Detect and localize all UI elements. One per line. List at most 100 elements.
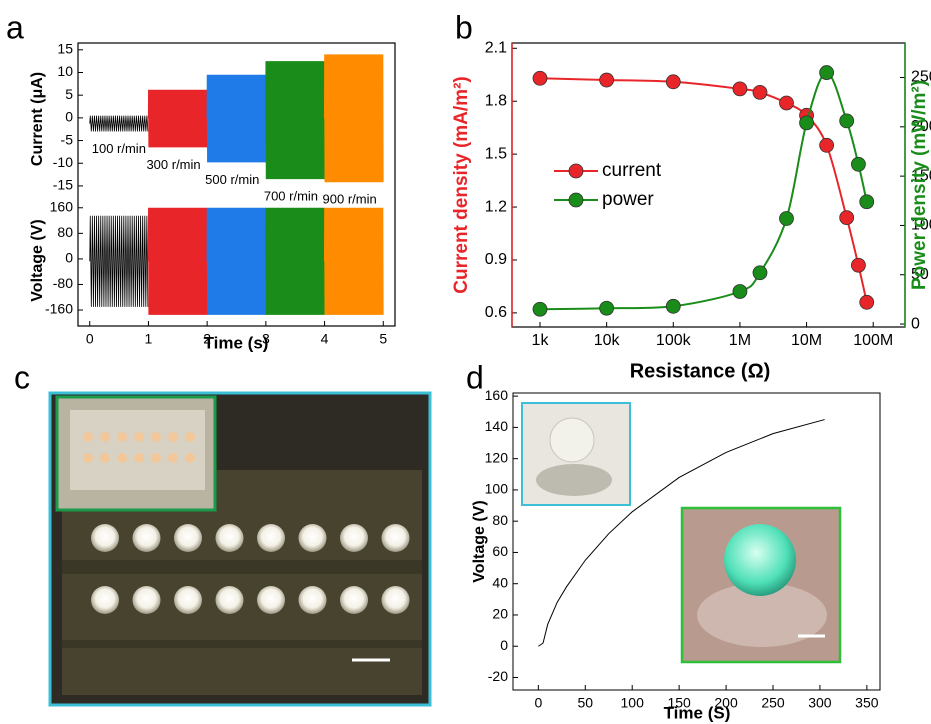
x-axis-label: Time (s) bbox=[204, 333, 269, 352]
led-array bbox=[83, 432, 410, 614]
led bbox=[91, 524, 119, 552]
y2-tick-label: 150 bbox=[911, 167, 931, 184]
inset-led bbox=[117, 432, 127, 442]
y2-tick-label: 50 bbox=[911, 266, 929, 283]
x-tick-label: 200 bbox=[714, 695, 738, 711]
waveform bbox=[265, 61, 325, 180]
waveform bbox=[265, 207, 325, 315]
x-tick-label: 1k bbox=[532, 332, 550, 349]
point bbox=[851, 257, 866, 273]
inset-led bbox=[100, 432, 110, 442]
x-tick-label: 350 bbox=[855, 695, 879, 711]
panel-letter: b bbox=[455, 9, 473, 45]
inset-led bbox=[117, 453, 127, 463]
inset-led bbox=[83, 432, 93, 442]
y-tick-label: -15 bbox=[53, 177, 73, 193]
y-tick-label: 0 bbox=[65, 250, 73, 266]
y-tick-label: 0 bbox=[500, 637, 508, 653]
x-tick-label: 1M bbox=[729, 332, 751, 349]
y-tick-label: -80 bbox=[53, 275, 73, 291]
point bbox=[532, 70, 548, 86]
x-tick-label: 0 bbox=[534, 695, 542, 711]
y-tick-label: 0.6 bbox=[485, 304, 507, 321]
y-tick-label: 80 bbox=[57, 224, 73, 240]
led bbox=[91, 586, 119, 614]
point bbox=[665, 74, 681, 90]
x-tick-label: 250 bbox=[761, 695, 785, 711]
y2-tick-label: 100 bbox=[911, 217, 931, 234]
y-tick-label: 100 bbox=[485, 481, 509, 497]
fit-line bbox=[539, 77, 868, 303]
plot-frame bbox=[512, 392, 881, 691]
x-tick-label: 50 bbox=[577, 695, 593, 711]
waveform bbox=[324, 54, 384, 183]
legend-marker bbox=[568, 192, 584, 208]
y-tick-label: 10 bbox=[57, 63, 73, 79]
inset-led bbox=[185, 453, 195, 463]
inset-led bbox=[134, 432, 144, 442]
x-tick-label: 5 bbox=[379, 331, 387, 347]
legend-label: power bbox=[602, 189, 654, 210]
inset-photos-d bbox=[521, 402, 842, 664]
led bbox=[132, 524, 161, 552]
segment-label: 100 r/min bbox=[92, 141, 146, 156]
point bbox=[839, 210, 855, 226]
y-tick-label: 5 bbox=[65, 86, 73, 102]
led bbox=[340, 586, 368, 614]
breadboard-gap bbox=[62, 640, 422, 648]
point bbox=[599, 72, 615, 88]
panel-letter: c bbox=[14, 359, 30, 395]
x-tick-label: 1 bbox=[145, 331, 153, 347]
point bbox=[752, 265, 768, 281]
segment-label: 500 r/min bbox=[205, 172, 259, 187]
point bbox=[732, 81, 748, 97]
y-tick-label: 80 bbox=[492, 512, 508, 528]
y-tick-label: 60 bbox=[492, 543, 508, 559]
x-axis-label: Resistance (Ω) bbox=[630, 360, 771, 382]
point bbox=[752, 84, 768, 100]
led bbox=[340, 524, 368, 552]
y-tick-label: 160 bbox=[50, 198, 74, 214]
panel-letter: d bbox=[466, 359, 484, 395]
inset-led bbox=[151, 432, 161, 442]
x-tick-label: 150 bbox=[667, 695, 691, 711]
waveform bbox=[147, 89, 208, 148]
y-tick-label: 40 bbox=[492, 574, 508, 590]
led bbox=[132, 586, 161, 614]
y-tick-label: 140 bbox=[485, 418, 509, 434]
waveform bbox=[324, 207, 384, 315]
fit-line bbox=[539, 71, 868, 311]
y-tick-label: 1.5 bbox=[485, 145, 507, 162]
waveform bbox=[206, 207, 267, 315]
x-axis-label: Time (S) bbox=[664, 703, 731, 722]
point bbox=[859, 294, 875, 310]
y-tick-label: 160 bbox=[485, 387, 509, 403]
y-axis-label: Voltage (V) bbox=[29, 219, 46, 301]
x-tick-label: 4 bbox=[321, 331, 329, 347]
point bbox=[851, 156, 866, 172]
led bbox=[298, 524, 327, 552]
legend-label: current bbox=[602, 160, 662, 181]
y-tick-label: 15 bbox=[57, 41, 73, 57]
y2-axis-label: Power density (mW/m²) bbox=[909, 80, 930, 290]
y-tick-label: 120 bbox=[485, 449, 509, 465]
y2-tick-label: 250 bbox=[911, 69, 931, 86]
inset-led bbox=[151, 453, 161, 463]
inset-led bbox=[134, 453, 144, 463]
point bbox=[599, 300, 615, 316]
y-tick-label: 1.8 bbox=[485, 92, 507, 109]
inset-led bbox=[100, 453, 110, 463]
point bbox=[819, 65, 835, 80]
photo-c bbox=[48, 391, 432, 707]
point bbox=[665, 298, 681, 314]
y-tick-label: -20 bbox=[488, 668, 508, 684]
y-axis-label: Voltage (V) bbox=[471, 500, 488, 582]
y-tick-label: 0 bbox=[65, 109, 73, 125]
point bbox=[799, 115, 814, 131]
waveform bbox=[206, 74, 267, 163]
led bbox=[257, 586, 285, 614]
y-tick-label: 0.9 bbox=[485, 251, 507, 268]
led bbox=[174, 524, 202, 552]
point bbox=[819, 137, 835, 153]
